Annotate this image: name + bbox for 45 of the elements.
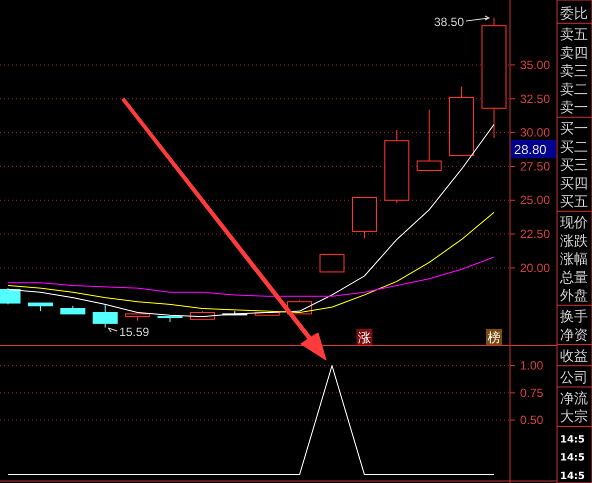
line-series (8, 256, 494, 297)
text: 14:5 (560, 434, 585, 446)
text: 14:5 (560, 470, 585, 482)
annotation: 榜 (488, 331, 500, 346)
y-tick-label: 27.50 (520, 159, 550, 174)
y-tick-label: 30.00 (520, 126, 550, 140)
line-series (8, 212, 494, 314)
text: 涨跌 (560, 233, 588, 250)
text: 换手 (560, 309, 588, 326)
text: 大宗 (560, 409, 588, 426)
candlestick (384, 129, 410, 204)
y-tick-label: 22.50 (520, 227, 550, 242)
annotation: 15.59 (119, 325, 150, 339)
text: 卖三 (560, 64, 588, 80)
text: 卖四 (560, 45, 588, 62)
text: 现价 (560, 215, 588, 232)
text: 买四 (560, 176, 588, 192)
text: 公司 (560, 370, 588, 386)
text: 涨幅 (560, 252, 588, 268)
text: 买二 (560, 139, 588, 156)
annotation: 涨 (358, 331, 371, 346)
line-series (8, 124, 494, 318)
candlestick (482, 17, 506, 138)
text: 委比 (560, 6, 588, 22)
y-tick-label: 35.00 (520, 58, 550, 72)
y-tick-label: 25.00 (520, 193, 550, 208)
text: 买三 (560, 158, 588, 174)
text: 外盘 (560, 288, 588, 304)
text: 净流 (560, 391, 588, 407)
text: 卖一 (560, 100, 588, 116)
annotation: 38.50 (434, 15, 464, 29)
text: 收益 (560, 348, 588, 365)
y-tick-label: 1.00 (520, 358, 544, 373)
text: 买五 (560, 194, 588, 210)
text: 净资 (560, 327, 588, 344)
text: 14:5 (560, 452, 585, 464)
y-tick-label: 0.75 (520, 386, 544, 400)
text: 总量 (559, 270, 588, 286)
y-tick-label: 0.50 (520, 413, 544, 428)
y-tick-label: 32.50 (520, 92, 550, 106)
text: 28.80 (514, 142, 547, 157)
text: 卖二 (560, 82, 588, 98)
text: 买一 (560, 121, 588, 138)
y-tick-label: 20.00 (520, 260, 550, 275)
text: 卖五 (560, 27, 588, 44)
